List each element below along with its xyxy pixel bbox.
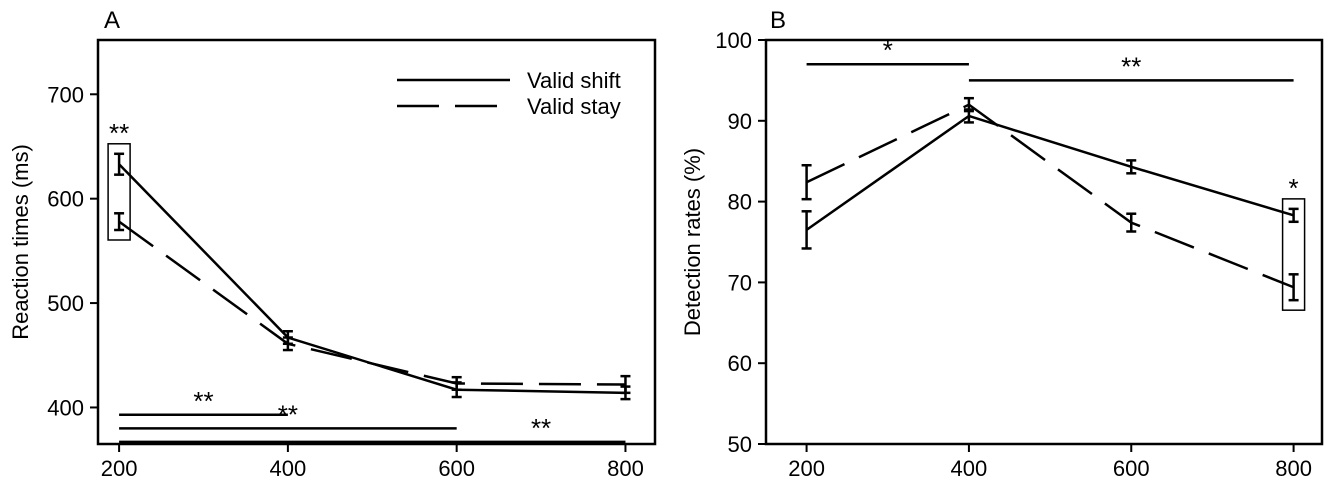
comparison-marker: **: [193, 386, 213, 416]
y-axis-title: Detection rates (%): [680, 148, 705, 336]
y-tick-label: 600: [47, 187, 84, 212]
y-tick-label: 100: [715, 28, 752, 53]
x-tick-label: 400: [270, 456, 307, 481]
y-tick-label: 60: [728, 351, 752, 376]
x-tick-label: 400: [951, 456, 988, 481]
y-axis-title: Reaction times (ms): [8, 144, 33, 340]
comparison-marker: *: [883, 35, 893, 65]
series-line-valid-shift: [118, 163, 626, 395]
x-tick-label: 600: [438, 456, 475, 481]
series-line-valid-stay: [118, 220, 626, 386]
y-tick-label: 80: [728, 190, 752, 215]
x-tick-label: 800: [1275, 456, 1312, 481]
series-line-valid-shift: [805, 114, 1294, 231]
series-line-valid-stay: [806, 103, 1295, 289]
comparison-marker: **: [278, 399, 298, 429]
significance-marker: **: [109, 118, 129, 148]
panel-b: B 50 60 70 80 90 100 200 400 600 800 Detection rate…: [680, 7, 1324, 481]
legend-label: Valid shift: [527, 68, 621, 93]
y-tick-label: 50: [728, 432, 752, 457]
y-tick-label: 700: [47, 82, 84, 107]
legend-label: Valid stay: [527, 94, 621, 119]
y-tick-label: 400: [47, 395, 84, 420]
significance-box: [107, 143, 131, 241]
x-tick-label: 800: [607, 456, 644, 481]
y-tick-label: 70: [728, 270, 752, 295]
x-tick-label: 200: [788, 456, 825, 481]
x-tick-label: 600: [1113, 456, 1150, 481]
plot-frame: [96, 38, 657, 446]
significance-box: [1281, 198, 1306, 311]
y-tick-label: 500: [47, 291, 84, 316]
panel-label: A: [104, 7, 120, 34]
x-tick-label: 200: [101, 456, 138, 481]
plot-frame: [764, 38, 1324, 446]
significance-marker: *: [1289, 173, 1299, 203]
comparison-marker: **: [1121, 51, 1141, 81]
panel-a: A 400 500 600 700 200 400 600 800 Reaction times …: [8, 7, 657, 481]
y-tick-label: 90: [728, 109, 752, 134]
panel-label: B: [770, 7, 786, 34]
comparison-marker: **: [531, 413, 551, 443]
